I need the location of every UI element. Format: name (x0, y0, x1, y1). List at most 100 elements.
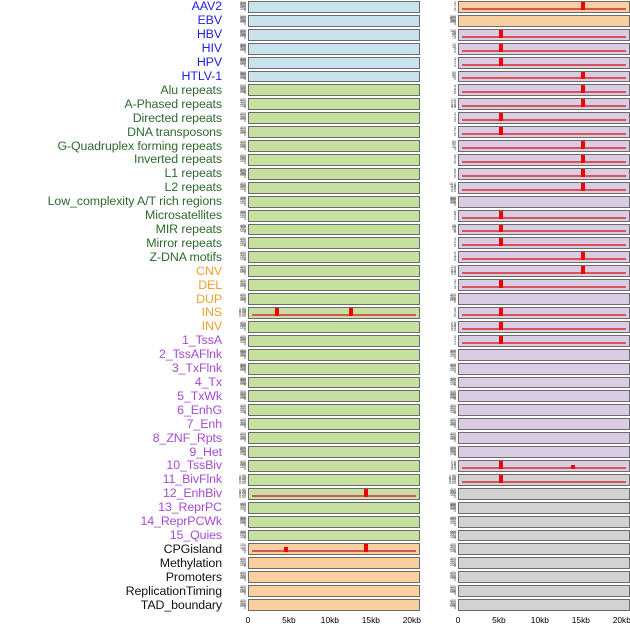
y-tick-label: 200 (240, 463, 246, 468)
x-tick-label: 15kb (571, 615, 590, 625)
y-tick-label: 400 (240, 98, 246, 103)
y-tick-label: 1 (454, 5, 456, 10)
y-tick-label: 2.0 (451, 98, 456, 103)
data-bar (499, 113, 504, 122)
track-label: A-Phased repeats (124, 96, 222, 111)
y-tick-label: 200 (240, 19, 246, 24)
y-axis: 400 300 200 100 0 (432, 542, 458, 556)
y-tick-label: 300 (240, 503, 246, 508)
plot-area (248, 320, 420, 333)
y-tick-label: 200 (450, 602, 456, 607)
track-label: Alu repeats (160, 82, 222, 97)
y-tick-label: 0 (244, 146, 246, 151)
y-tick-label: 500 (240, 390, 246, 395)
track-right: 400 300 200 100 0 (432, 584, 630, 598)
plot-area (248, 209, 420, 222)
y-axis: 500 400 300 200 100 0 (222, 362, 248, 376)
y-tick-label: 1 (454, 61, 456, 66)
y-tick-label: 300 (240, 600, 246, 605)
y-tick-label: 100 (450, 590, 456, 595)
y-tick-label: 200 (450, 435, 456, 440)
y-tick-label: 15 (452, 225, 456, 230)
y-tick-label: 200 (450, 199, 456, 204)
track-left: 500 400 300 200 100 0 (222, 362, 422, 376)
track-left: 400 300 200 100 0 (222, 556, 422, 570)
track-left: 400 300 200 100 0 (222, 139, 422, 153)
y-tick-label: 300 (240, 336, 246, 341)
y-tick-label: 400 (450, 447, 456, 452)
y-tick-label: 400 (240, 350, 246, 355)
y-tick-label: 200 (240, 101, 246, 106)
plot-area (458, 543, 630, 556)
track-left: 400 300 200 100 0 (222, 529, 422, 543)
y-tick-label: 2 (454, 158, 456, 163)
y-tick-label: 400 (240, 112, 246, 117)
y-tick-label: 200 (240, 226, 246, 231)
y-tick-label: 10 (452, 226, 456, 231)
plot-area (458, 307, 630, 319)
y-tick-label: 6 (454, 154, 456, 158)
y-tick-label: 200 (240, 46, 246, 51)
y-tick-label: 300 (240, 113, 246, 118)
y-axis: 400 300 200 100 0 (432, 598, 458, 612)
y-tick-label: 4 (454, 156, 456, 161)
y-tick-label: 300 (240, 419, 246, 424)
y-axis: 500 400 300 200 100 0 (222, 83, 248, 97)
y-tick-label: 500 (450, 446, 456, 451)
track-label: L2 repeats (164, 180, 222, 195)
baseline (462, 230, 626, 233)
y-tick-label: 200 (240, 380, 246, 385)
y-tick-label: 1 (454, 130, 456, 135)
baseline (462, 119, 626, 122)
track-left: 400 300 200 100 0 (222, 236, 422, 250)
y-tick-label: 200 (240, 199, 246, 204)
y-tick-label: 400 (240, 599, 246, 604)
y-tick-label: 0 (454, 578, 456, 583)
track-right: 400 300 200 100 0 (432, 570, 630, 584)
y-tick-label: 300 (240, 183, 246, 188)
y-tick-label: 500 (450, 14, 456, 19)
plot-area (248, 404, 420, 417)
y-tick-label: 400 (450, 503, 456, 508)
y-tick-label: 400 (450, 515, 456, 520)
y-tick-label: 0 (244, 174, 246, 179)
plot-area (458, 460, 630, 472)
y-tick-label: 0 (454, 592, 456, 597)
track-right: 20 15 10 5 0 (432, 223, 630, 237)
y-tick-label: 0 (454, 258, 456, 263)
y-tick-label: 400 (240, 279, 246, 284)
track-label: 10_TssBiv (166, 458, 222, 473)
track-label: Directed repeats (132, 110, 222, 125)
data-bar (499, 57, 504, 66)
y-tick-label: 3 (454, 334, 456, 339)
y-tick-label: 2.0 (451, 460, 456, 464)
y-axis: 90 60 30 0 (432, 70, 458, 84)
y-tick-label: 100 (240, 228, 246, 233)
y-axis: 400 300 200 100 0 (432, 556, 458, 570)
y-tick-label: 100 (240, 354, 246, 359)
y-tick-label: 300 (240, 45, 246, 50)
y-axis: 400 300 200 100 0 (222, 529, 248, 543)
y-tick-label: 100 (240, 576, 246, 581)
track-label: L1 repeats (164, 166, 222, 181)
track-right: 400 300 200 100 0 (432, 542, 630, 556)
y-tick-label: 0 (244, 272, 246, 277)
y-tick-label: 0 (244, 452, 246, 457)
plot-area (248, 195, 420, 208)
track-right: 400 300 200 100 0 (432, 515, 630, 529)
y-tick-label: 300 (240, 225, 246, 230)
y-tick-label: 2.5 (451, 186, 456, 191)
y-tick-label: 0 (454, 63, 456, 68)
track-right: 400 300 200 100 0 (432, 556, 630, 570)
y-tick-label: 1.5 (451, 461, 456, 466)
y-tick-label: 4 (454, 253, 456, 258)
plot-area (458, 279, 630, 292)
y-axis: 2.0 1.5 1.0 0.5 0.0 (432, 320, 458, 334)
track-right: 90 60 30 0 (432, 139, 630, 153)
y-tick-label: 300 (450, 448, 456, 453)
plot-area (458, 529, 630, 542)
